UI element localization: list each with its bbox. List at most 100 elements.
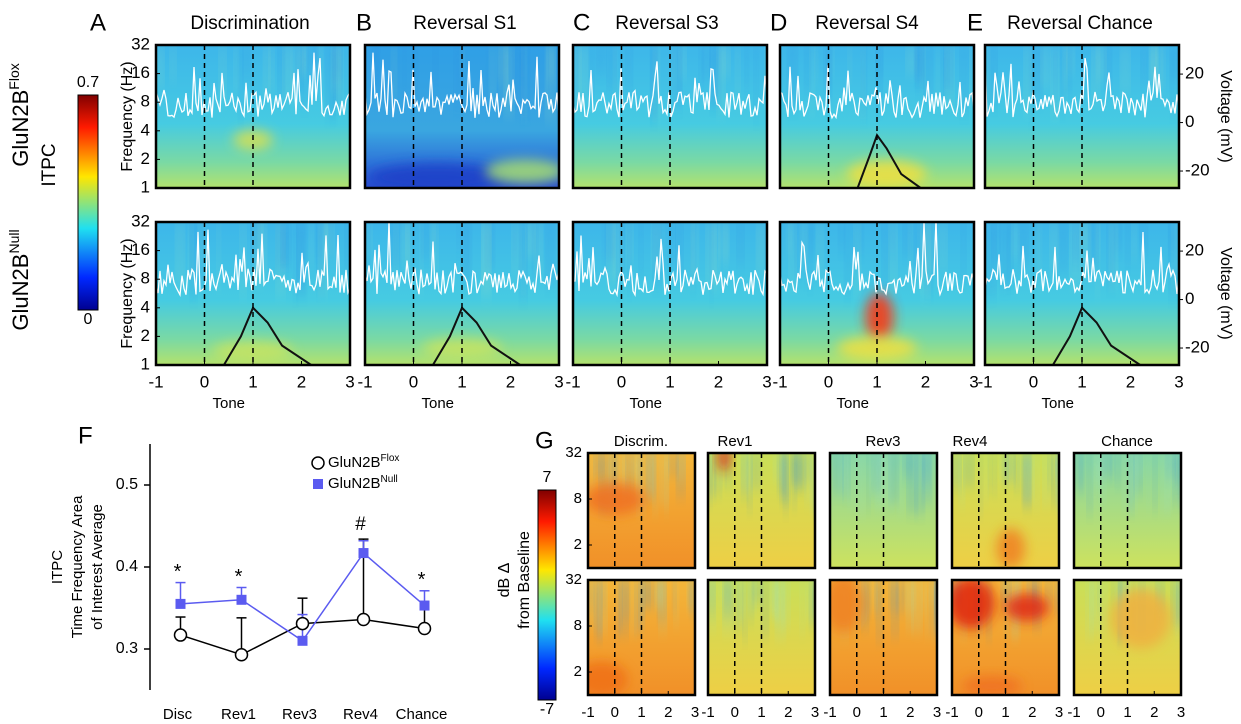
- x-tick-label: 0: [824, 372, 833, 391]
- x-tick-label: 0: [617, 372, 626, 391]
- x-axis-label: Tone: [836, 395, 869, 412]
- heatmap-streak: [595, 453, 602, 478]
- heatmap-blob: [588, 661, 628, 695]
- heatmap-streak: [863, 580, 868, 631]
- panel-frame: [154, 43, 352, 190]
- heatmap-streak: [284, 45, 291, 100]
- panel-title: Chance: [1101, 433, 1153, 450]
- heatmap-streak: [897, 580, 903, 615]
- heatmap-streak: [1076, 453, 1082, 491]
- heatmap-streak: [1096, 453, 1100, 484]
- colorbar: [77, 94, 99, 311]
- heatmap-streak: [945, 45, 949, 92]
- heatmap-streak: [314, 45, 318, 93]
- heatmap-streak: [671, 453, 677, 477]
- heatmap-streak: [749, 580, 753, 623]
- heatmap-streak: [639, 222, 643, 280]
- x-tick-label: 3: [1174, 372, 1183, 391]
- heatmap-streak: [1105, 45, 1111, 89]
- heatmap-streak: [1013, 222, 1018, 259]
- heatmap-streak: [1052, 453, 1057, 477]
- y2-tick-label: -20: [1185, 161, 1210, 180]
- heatmap-streak: [598, 45, 604, 75]
- heatmap-streak: [506, 45, 512, 117]
- y-tick-label: 2: [141, 326, 150, 345]
- heatmap-streak: [632, 453, 636, 510]
- heatmap-streak: [1023, 453, 1029, 504]
- heatmap-blob: [1004, 593, 1049, 622]
- colorbar: [537, 489, 557, 701]
- heatmap: [365, 45, 559, 188]
- heatmap: [708, 453, 815, 568]
- y2-tick-label: -20: [1185, 338, 1210, 357]
- y2-tick-label: 20: [1185, 241, 1204, 260]
- heatmap-streak: [457, 222, 461, 252]
- heatmap-streak: [283, 222, 290, 268]
- x-tick-label: -1: [977, 372, 992, 391]
- heatmap-streak: [909, 222, 912, 282]
- y-tick-label: 0.4: [116, 558, 138, 575]
- heatmap-streak: [722, 45, 728, 78]
- heatmap-streak: [979, 453, 982, 516]
- y2-tick-label: 20: [1185, 64, 1204, 83]
- heatmap-streak: [367, 222, 372, 259]
- heatmap-streak: [877, 45, 882, 111]
- heatmap-streak: [738, 580, 744, 618]
- heatmap-streak: [743, 580, 747, 641]
- heatmap-streak: [848, 45, 852, 83]
- x-tick-label: 1: [248, 372, 257, 391]
- heatmap-streak: [1067, 45, 1071, 96]
- heatmap-streak: [738, 222, 743, 266]
- legend-label-sup: Flox: [381, 453, 400, 464]
- heatmap-streak: [1092, 580, 1098, 634]
- y2-tick-label: 0: [1185, 112, 1194, 131]
- heatmap-streak: [859, 222, 863, 255]
- heatmap-streak: [1129, 453, 1133, 514]
- voltage-trace: [365, 52, 559, 118]
- heatmap-streak: [754, 45, 758, 122]
- heatmap-streak: [674, 580, 678, 628]
- x-tick-label: 3: [811, 704, 819, 721]
- x-tick-label: 0: [731, 704, 739, 721]
- x-tick-label: -1: [945, 704, 958, 721]
- x-tick-label: 0: [975, 704, 983, 721]
- heatmap: [1074, 580, 1181, 695]
- heatmap-streak: [1122, 45, 1129, 94]
- legend-label-main: GluN2B: [328, 475, 381, 492]
- heatmap-streak: [679, 453, 684, 482]
- y2-axis-label: Voltage (mV): [1217, 247, 1234, 339]
- heatmap-streak: [993, 453, 997, 495]
- heatmap-streak: [1151, 45, 1156, 77]
- heatmap-streak: [831, 45, 834, 79]
- heatmap-streak: [302, 45, 307, 108]
- heatmap-streak: [753, 453, 759, 490]
- heatmap-streak: [907, 580, 912, 632]
- heatmap-streak: [1029, 45, 1032, 122]
- heatmap-streak: [1035, 222, 1039, 267]
- heatmap-streak: [406, 222, 409, 276]
- x-tick-label: 3: [762, 372, 771, 391]
- heatmap-streak: [171, 45, 175, 82]
- panel-title: Reversal S1: [413, 13, 517, 34]
- heatmap-streak: [883, 222, 888, 292]
- x-tick-label: -1: [581, 704, 594, 721]
- heatmap-streak: [736, 45, 740, 108]
- x-axis-label: Tone: [629, 395, 662, 412]
- heatmap-streak: [607, 453, 610, 499]
- heatmap-streak: [1142, 45, 1147, 88]
- heatmap-streak: [239, 45, 243, 121]
- heatmap-streak: [613, 453, 617, 504]
- heatmap-streak: [649, 453, 654, 501]
- heatmap-streak: [1039, 222, 1042, 292]
- x-tick-label: 1: [879, 704, 887, 721]
- heatmap-streak: [647, 580, 653, 610]
- legend-label-main: GluN2B: [328, 454, 381, 471]
- heatmap-streak: [815, 45, 818, 85]
- row-label-sup: Null: [6, 229, 22, 253]
- x-axis-label: Tone: [212, 395, 245, 412]
- heatmap-streak: [602, 222, 605, 264]
- x-tick-label: 2: [297, 372, 306, 391]
- x-tick-label: 0: [1097, 704, 1105, 721]
- heatmap-streak: [1093, 453, 1097, 509]
- heatmap-streak: [1087, 453, 1092, 516]
